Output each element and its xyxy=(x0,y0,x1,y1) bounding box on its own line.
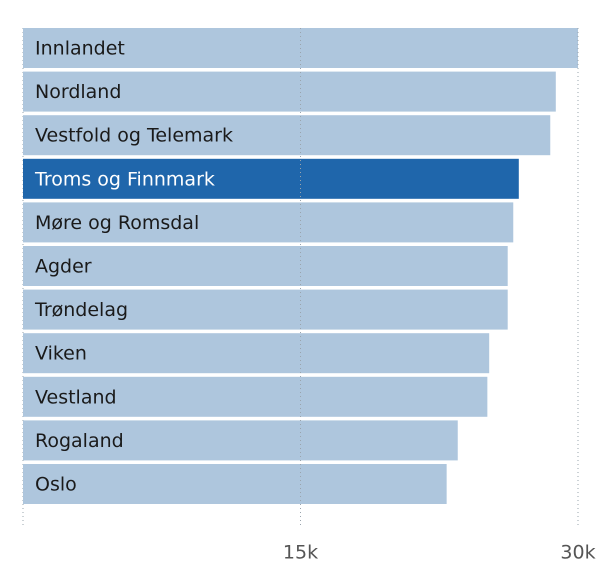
category-label: Agder xyxy=(35,256,92,278)
bar xyxy=(23,333,490,374)
bar xyxy=(23,420,458,461)
bar xyxy=(23,376,488,417)
category-label: Møre og Romsdal xyxy=(35,212,199,234)
bar xyxy=(23,158,519,199)
category-label: Trøndelag xyxy=(34,299,128,321)
x-tick-label: 15k xyxy=(283,542,318,562)
category-label: Nordland xyxy=(35,81,121,103)
category-label: Innlandet xyxy=(35,38,125,60)
category-label: Viken xyxy=(35,343,87,365)
bar xyxy=(23,71,556,112)
x-tick-label: 30k xyxy=(560,542,595,562)
category-label: Vestfold og Telemark xyxy=(35,125,233,147)
category-label: Vestland xyxy=(35,386,117,408)
bar xyxy=(23,246,508,286)
bar xyxy=(23,202,514,243)
category-label: Troms og Finnmark xyxy=(34,168,215,190)
bar xyxy=(23,289,508,330)
bar xyxy=(23,464,447,504)
bar xyxy=(23,115,551,156)
category-label: Oslo xyxy=(35,474,77,496)
category-label: Rogaland xyxy=(35,430,124,452)
